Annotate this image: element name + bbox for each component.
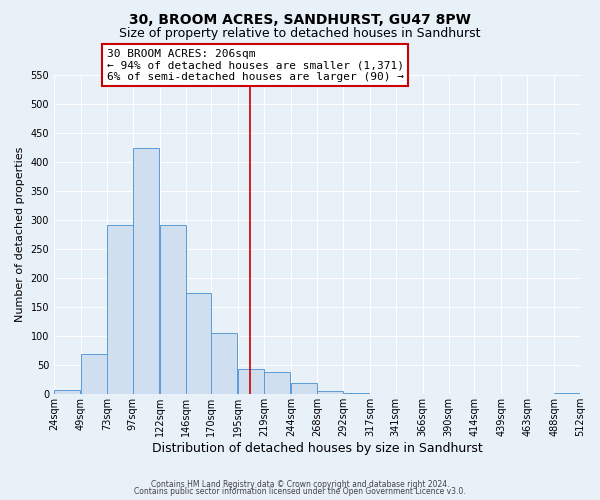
Text: 30, BROOM ACRES, SANDHURST, GU47 8PW: 30, BROOM ACRES, SANDHURST, GU47 8PW — [129, 12, 471, 26]
Bar — [185, 292, 211, 394]
Bar — [160, 226, 185, 394]
Bar — [343, 393, 369, 394]
Text: Contains public sector information licensed under the Open Government Licence v3: Contains public sector information licen… — [134, 487, 466, 496]
Bar — [554, 393, 580, 394]
Bar — [317, 392, 343, 394]
Bar — [291, 382, 317, 394]
Bar — [107, 224, 133, 394]
Bar — [81, 354, 107, 395]
Bar — [238, 368, 264, 394]
Bar — [133, 148, 158, 394]
Text: 30 BROOM ACRES: 206sqm
← 94% of detached houses are smaller (1,371)
6% of semi-d: 30 BROOM ACRES: 206sqm ← 94% of detached… — [107, 48, 404, 82]
Text: Contains HM Land Registry data © Crown copyright and database right 2024.: Contains HM Land Registry data © Crown c… — [151, 480, 449, 489]
Bar — [264, 372, 290, 394]
X-axis label: Distribution of detached houses by size in Sandhurst: Distribution of detached houses by size … — [152, 442, 482, 455]
Bar — [54, 390, 80, 394]
Text: Size of property relative to detached houses in Sandhurst: Size of property relative to detached ho… — [119, 28, 481, 40]
Y-axis label: Number of detached properties: Number of detached properties — [15, 147, 25, 322]
Bar — [211, 334, 237, 394]
